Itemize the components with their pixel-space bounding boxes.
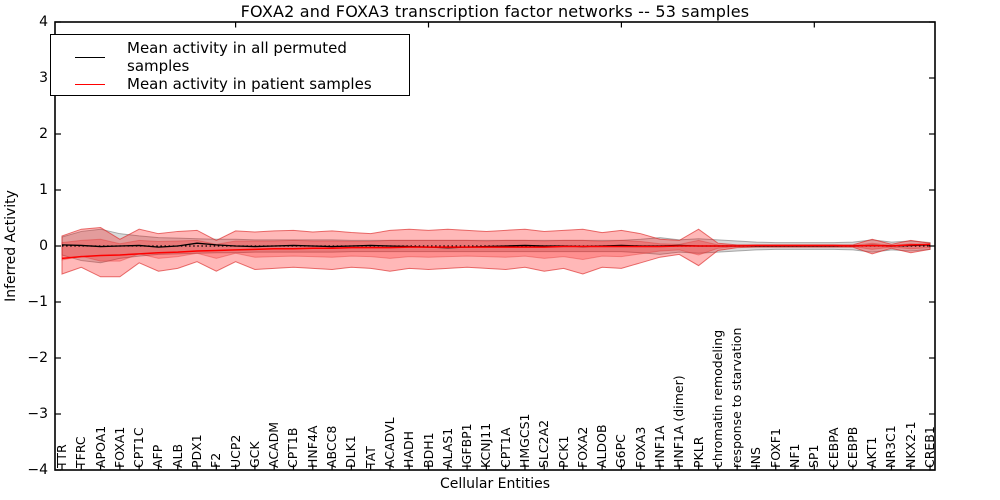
x-tick-label: CPT1A: [497, 427, 513, 468]
x-tick-label: GCK: [246, 441, 262, 468]
legend: Mean activity in all permuted samples Me…: [50, 34, 410, 96]
y-tick-label: 2: [39, 126, 48, 142]
legend-label-patient: Mean activity in patient samples: [127, 75, 372, 93]
x-tick-label: ABCC8: [324, 425, 340, 468]
x-tick-label: ALDOB: [594, 424, 610, 468]
x-tick-label: FOXF1: [767, 428, 783, 468]
x-tick-label: APOA1: [92, 425, 108, 468]
x-tick-label: HADH: [401, 431, 417, 468]
x-tick-label: PCK1: [555, 435, 571, 468]
x-tick-label: response to starvation: [729, 327, 745, 469]
y-tick-label: −3: [27, 406, 48, 422]
x-tick-label: UCP2: [227, 434, 243, 468]
legend-entry-permuted: Mean activity in all permuted samples: [75, 39, 409, 75]
x-tick-label: SLC2A2: [536, 419, 552, 468]
legend-entry-patient: Mean activity in patient samples: [75, 75, 409, 93]
x-tick-label: FOXA2: [574, 426, 590, 468]
x-tick-label: F2: [208, 452, 224, 468]
legend-label-permuted: Mean activity in all permuted samples: [127, 39, 347, 75]
x-axis-label: Cellular Entities: [439, 476, 551, 492]
x-tick-label: chromatin remodeling: [709, 329, 725, 468]
patient-mean-line: [61, 243, 931, 260]
x-tick-label: CPT1B: [285, 427, 301, 468]
x-tick-label: IGFBP1: [459, 423, 475, 468]
x-tick-label: NR3C1: [883, 425, 899, 468]
x-tick-label: G6PC: [613, 434, 629, 468]
x-tick-label: HMGCS1: [516, 413, 532, 469]
x-tick-label: FOXA3: [632, 426, 648, 468]
x-tick-label: CEBPB: [844, 426, 860, 468]
x-tick-label: TTR: [54, 444, 69, 468]
x-tick-label: CPT1C: [131, 427, 147, 468]
x-tick-label: SP1: [806, 444, 822, 468]
x-tick-label: ACADM: [266, 421, 282, 468]
y-tick-label: −1: [27, 294, 48, 310]
x-tick-label: INS: [748, 447, 764, 468]
y-tick-label: −2: [27, 350, 48, 366]
x-tick-label: HNF4A: [304, 425, 320, 468]
x-tick-label: NKX2-1: [902, 421, 918, 468]
black-line-sample-icon: [75, 56, 105, 58]
y-tick-label: 4: [39, 14, 48, 30]
x-tick-label: AFP: [150, 444, 166, 468]
x-tick-label: TAT: [362, 446, 378, 468]
x-tick-label: CEBPA: [825, 427, 841, 469]
x-tick-label: KCNJ11: [478, 422, 494, 468]
x-tick-label: ALAS1: [439, 427, 455, 468]
x-tick-label: NF1: [787, 443, 803, 469]
x-tick-label: AKT1: [864, 436, 880, 468]
x-tick-label: HNF1A: [651, 425, 667, 468]
patient-samples-inner-band: [61, 238, 931, 262]
y-tick-label: 3: [39, 70, 48, 86]
x-tick-label: PDX1: [189, 434, 205, 468]
y-tick-label: 0: [39, 238, 48, 254]
x-tick-label: FOXA1: [111, 426, 127, 468]
x-tick-label: HNF1A (dimer): [671, 375, 687, 468]
x-tick-label: DLK1: [343, 435, 359, 468]
patient-samples-outer-band: [61, 227, 931, 278]
x-tick-label: PKLR: [690, 436, 706, 468]
chart-title: FOXA2 and FOXA3 transcription factor net…: [240, 2, 750, 21]
x-tick-label: ALB: [169, 443, 185, 468]
x-tick-label: BDH1: [420, 432, 436, 468]
y-tick-label: −4: [27, 462, 48, 478]
x-tick-label: TFRC: [73, 436, 89, 468]
y-tick-label: 1: [39, 182, 48, 198]
red-line-sample-icon: [75, 83, 105, 85]
x-tick-label: CREB1: [922, 426, 938, 468]
x-tick-label: ACADVL: [381, 417, 397, 468]
